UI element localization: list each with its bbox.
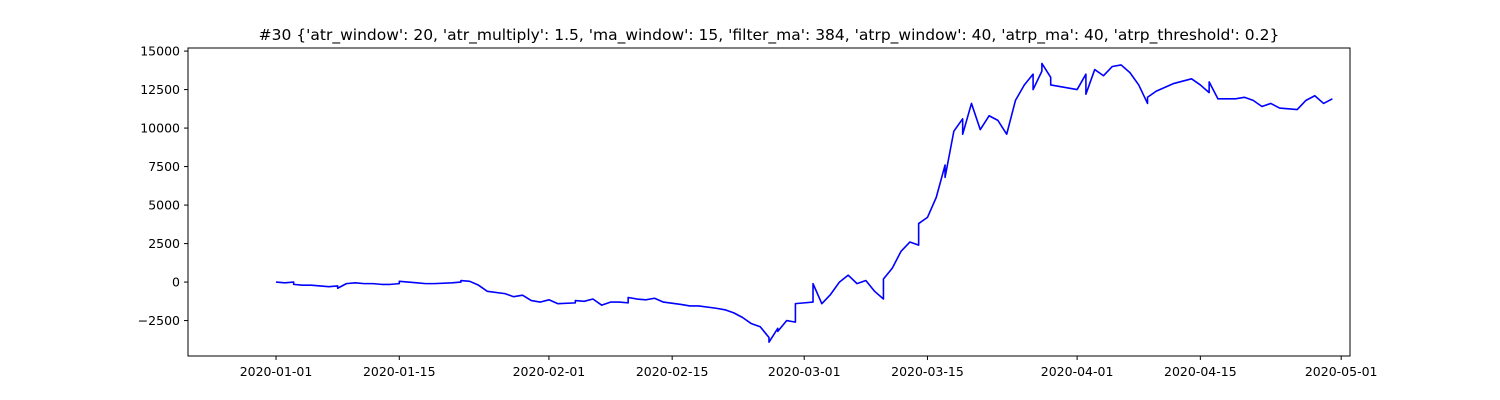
x-tick-label: 2020-05-01 [1305, 364, 1378, 379]
y-tick-label: 0 [172, 275, 180, 290]
x-tick-label: 2020-04-01 [1041, 364, 1114, 379]
y-tick-label: 15000 [140, 44, 180, 59]
axes-layer: 2020-01-01 2020-01-15 2020-02-01 2020-02-15… [138, 44, 1378, 379]
x-tick-label: 2020-01-01 [240, 364, 313, 379]
x-tick-label: 2020-01-15 [363, 364, 436, 379]
y-tick-label: 2500 [148, 236, 180, 251]
x-tick-label: 2020-03-01 [768, 364, 841, 379]
x-tick-label: 2020-03-15 [891, 364, 964, 379]
y-tick-label: 12500 [140, 82, 180, 97]
y-tick-label: 7500 [148, 159, 180, 174]
x-tick-label: 2020-04-15 [1164, 364, 1237, 379]
y-tick-label: 10000 [140, 121, 180, 136]
series-layer [275, 62, 1333, 343]
y-tick-label: −2500 [138, 313, 180, 328]
y-tick-label: 5000 [148, 198, 180, 213]
x-tick-label: 2020-02-01 [513, 364, 586, 379]
x-tick-label: 2020-02-15 [636, 364, 709, 379]
chart-title: #30 {'atr_window': 20, 'atr_multiply': 1… [259, 26, 1280, 45]
series-line-1 [275, 62, 1333, 343]
plot-frame [187, 47, 1351, 357]
